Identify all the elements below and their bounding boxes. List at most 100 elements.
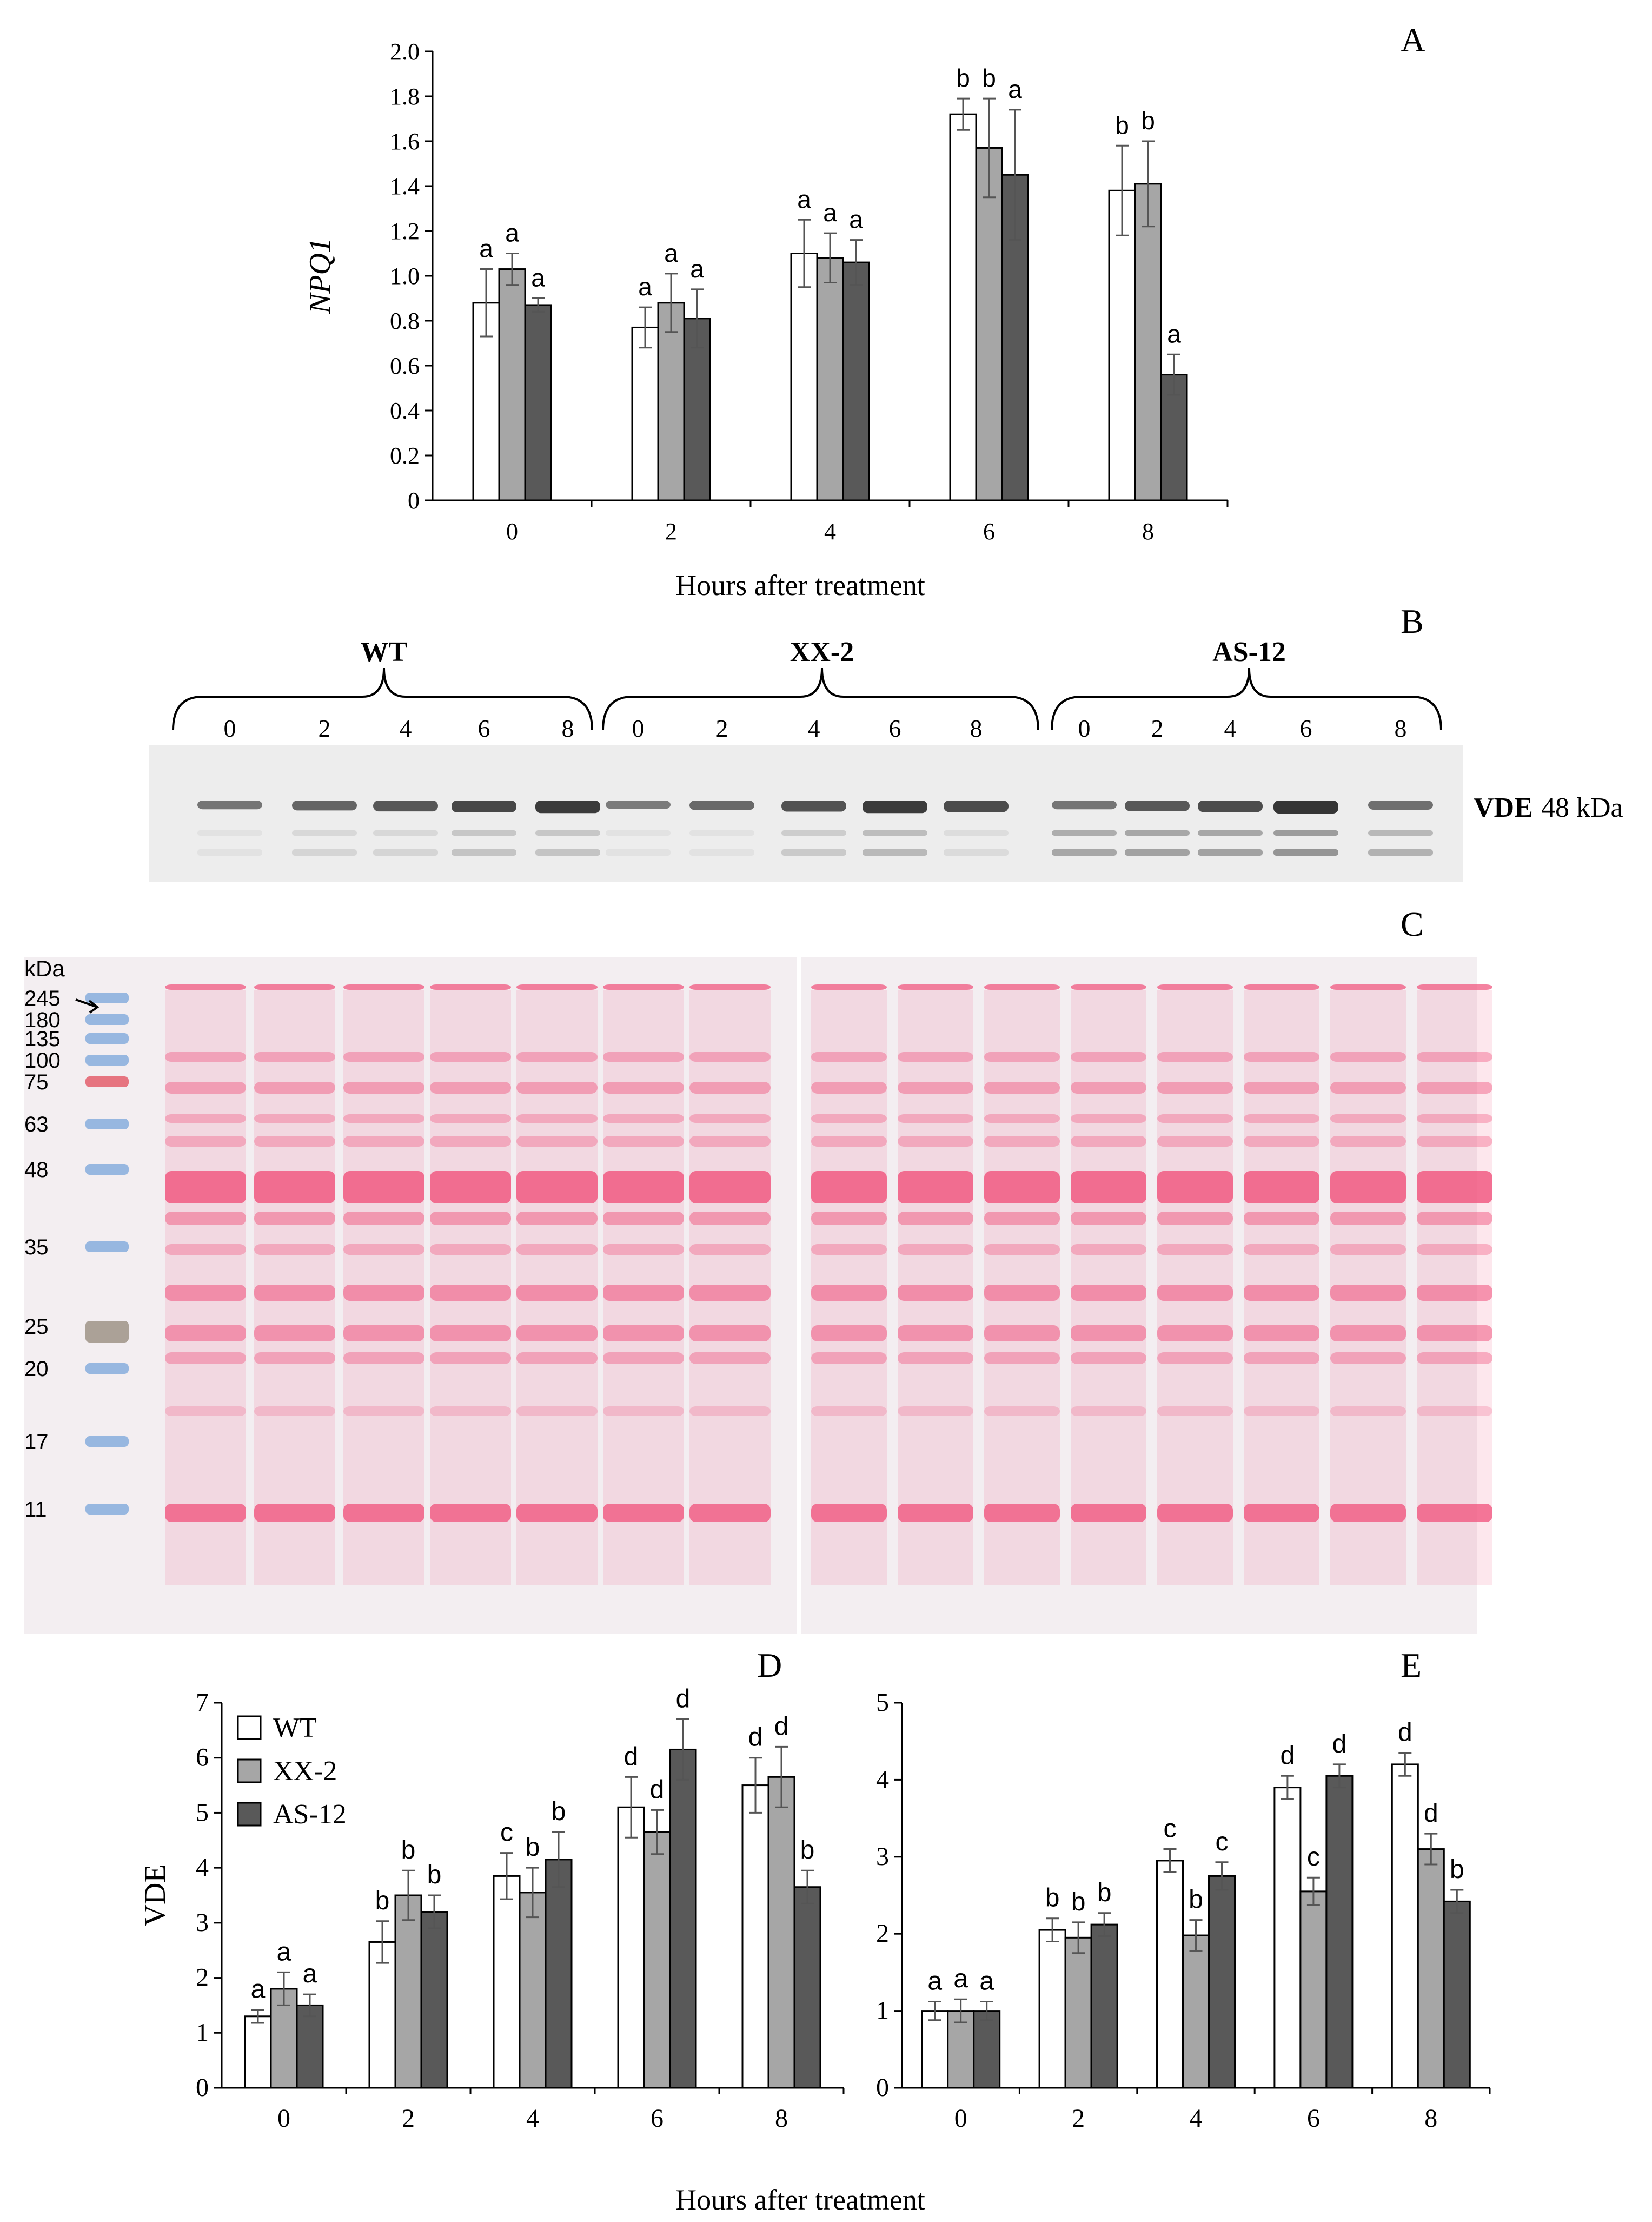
blot-lane-label: 6	[889, 715, 901, 742]
protein-band	[1244, 1052, 1319, 1062]
lower-band	[606, 830, 671, 836]
ladder-band	[85, 1436, 129, 1447]
bar	[790, 253, 818, 501]
significance-letter: d	[624, 1742, 639, 1771]
y-tick-label: 4	[876, 1765, 889, 1794]
protein-band	[165, 1114, 246, 1123]
chart-a-x-title: Hours after treatment	[675, 569, 925, 601]
lower-band	[944, 849, 1009, 856]
protein-band	[603, 1325, 684, 1341]
protein-band	[516, 1406, 598, 1416]
y-tick-label: 1.0	[390, 263, 420, 289]
protein-band	[1244, 1285, 1319, 1301]
protein-band	[898, 1136, 973, 1147]
ladder-band	[85, 1164, 129, 1175]
protein-band	[1071, 1136, 1146, 1147]
vde-band	[373, 801, 438, 812]
significance-letter: b	[956, 64, 970, 92]
vde-band	[1198, 801, 1263, 812]
y-tick-label: 2.0	[390, 38, 420, 65]
vde-band	[1052, 801, 1117, 810]
protein-band	[603, 1504, 684, 1522]
protein-band	[343, 1406, 424, 1416]
x-tick-label: 6	[983, 518, 995, 545]
significance-letter: d	[1398, 1718, 1412, 1747]
legend-label: AS-12	[273, 1799, 347, 1830]
protein-band	[984, 1052, 1060, 1062]
protein-band	[516, 1136, 598, 1147]
lower-band	[535, 849, 600, 856]
y-tick-label: 0.8	[390, 308, 420, 334]
lower-band	[452, 849, 516, 856]
bar	[519, 1892, 547, 2089]
significance-letter: b	[401, 1836, 416, 1864]
protein-band	[898, 1352, 973, 1364]
significance-letter: a	[531, 264, 545, 292]
y-tick-label: 5	[876, 1688, 889, 1717]
protein-band	[603, 984, 684, 990]
x-tick-label: 8	[1424, 2104, 1437, 2133]
lower-band	[689, 830, 754, 836]
vde-band	[452, 801, 516, 812]
protein-band	[603, 1052, 684, 1062]
protein-band	[165, 1052, 246, 1062]
protein-band	[1330, 1406, 1406, 1416]
protein-band	[811, 984, 887, 990]
significance-letter: a	[638, 273, 652, 301]
protein-band	[516, 1285, 598, 1301]
protein-band	[603, 1285, 684, 1301]
protein-band	[1071, 1082, 1146, 1094]
marker-label: 245	[24, 987, 61, 1010]
lower-band	[197, 849, 262, 856]
bar	[631, 326, 659, 501]
protein-band	[689, 1285, 771, 1301]
group-bracket	[602, 667, 1039, 731]
protein-band	[984, 1114, 1060, 1123]
legend-label: WT	[273, 1712, 317, 1743]
protein-band	[1071, 1285, 1146, 1301]
bar	[1090, 1923, 1118, 2089]
protein-band	[165, 1082, 246, 1094]
protein-band	[165, 1285, 246, 1301]
significance-letter: a	[303, 1960, 317, 1988]
protein-band	[1330, 984, 1406, 990]
blot-lane-label: 8	[1395, 715, 1407, 742]
protein-band	[343, 1504, 424, 1522]
y-tick-label: 0	[408, 487, 420, 514]
significance-letter: b	[375, 1887, 390, 1915]
vde-band	[1273, 801, 1338, 814]
significance-letter: a	[277, 1937, 291, 1966]
significance-letter: a	[823, 199, 837, 227]
protein-band	[430, 1325, 511, 1341]
protein-band	[516, 1082, 598, 1094]
ladder-band	[85, 1321, 129, 1343]
x-tick-label: 0	[506, 518, 518, 545]
y-tick-label: 0	[196, 2073, 209, 2102]
vde-band	[197, 801, 262, 810]
ladder-band	[85, 1076, 129, 1087]
y-tick-label: 6	[196, 1743, 209, 1772]
vde-band	[689, 801, 754, 810]
protein-band	[1330, 1114, 1406, 1123]
lower-band	[1368, 830, 1433, 836]
significance-letter: a	[797, 185, 811, 213]
protein-band	[254, 984, 335, 990]
protein-band	[430, 1052, 511, 1062]
protein-band	[1417, 984, 1492, 990]
blot-lane-label: 2	[1151, 715, 1164, 742]
protein-band	[811, 1114, 887, 1123]
x-tick-label: 4	[1190, 2104, 1203, 2133]
protein-band	[1244, 1114, 1319, 1123]
legend-label: XX-2	[273, 1756, 337, 1787]
y-tick-label: 5	[196, 1798, 209, 1827]
chart-a: 00.20.40.60.81.01.21.41.61.82.00 2 4 6 8aaab…	[303, 38, 1229, 545]
protein-band	[1244, 1212, 1319, 1225]
significance-letter: c	[500, 1818, 513, 1847]
significance-letter: b	[1097, 1879, 1112, 1907]
bar	[1038, 1929, 1066, 2089]
protein-band	[1417, 1136, 1492, 1147]
protein-band	[1417, 1244, 1492, 1255]
protein-band	[689, 1114, 771, 1123]
